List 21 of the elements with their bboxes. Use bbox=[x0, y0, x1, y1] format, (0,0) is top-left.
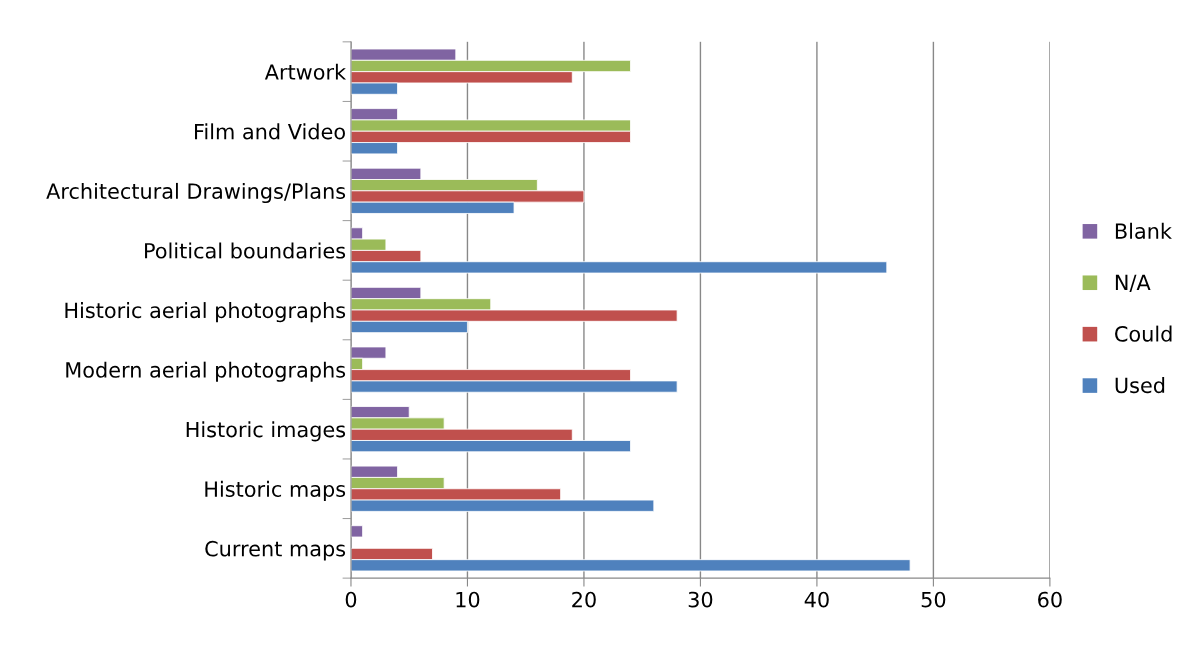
bar bbox=[350, 525, 364, 538]
x-tick-label: 0 bbox=[345, 591, 357, 608]
x-tick-label: 60 bbox=[1038, 591, 1062, 608]
x-tick-label: 20 bbox=[572, 591, 596, 608]
y-tick-label: Artwork bbox=[264, 63, 347, 80]
y-tick-label: Film and Video bbox=[195, 123, 345, 140]
x-tick-label: 40 bbox=[804, 591, 829, 608]
x-tick-label: 50 bbox=[921, 591, 946, 608]
y-tick-label: Historic images bbox=[186, 421, 346, 442]
y-tick-label: Modern aerial photographs bbox=[66, 361, 346, 382]
legend-label: Used bbox=[1115, 377, 1165, 394]
y-tick-label: Political boundaries bbox=[145, 242, 346, 259]
y-tick-label: Architectural Drawings/Plans bbox=[46, 182, 346, 204]
y-tick-label: Historic maps bbox=[205, 480, 346, 501]
legend-label: Blank bbox=[1115, 222, 1172, 239]
x-tick-label: 30 bbox=[688, 591, 713, 608]
y-tick-label: Historic aerial photographs bbox=[65, 302, 346, 323]
y-tick-label: Current maps bbox=[205, 540, 346, 561]
legend-label: N/A bbox=[1115, 274, 1151, 292]
legend-label: Could bbox=[1115, 325, 1172, 342]
x-tick-label: 10 bbox=[456, 591, 480, 608]
